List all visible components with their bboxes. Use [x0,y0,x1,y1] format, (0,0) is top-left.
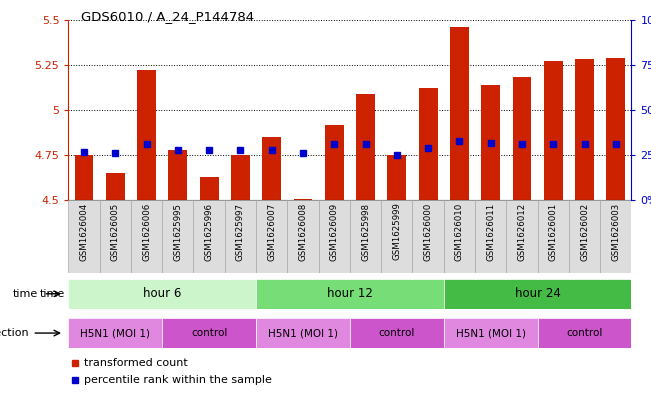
Bar [256,279,444,309]
Text: GSM1626008: GSM1626008 [299,203,307,261]
Bar [325,125,344,200]
Bar [512,77,531,200]
Text: GSM1625999: GSM1625999 [393,203,401,261]
Bar [538,318,631,348]
Bar [193,200,225,273]
Text: time: time [40,289,65,299]
Text: control: control [191,328,227,338]
Bar [68,279,256,309]
Bar [356,94,375,200]
Bar [231,155,250,200]
Text: GSM1626006: GSM1626006 [142,203,151,261]
Bar [162,318,256,348]
Bar [419,88,437,200]
Bar [607,58,625,200]
Bar [137,70,156,200]
Bar [75,155,93,200]
Bar [600,200,631,273]
Text: hour 6: hour 6 [143,287,182,300]
Bar [481,85,500,200]
Text: GSM1626001: GSM1626001 [549,203,558,261]
Bar [387,155,406,200]
Text: GSM1626010: GSM1626010 [455,203,464,261]
Text: GSM1626005: GSM1626005 [111,203,120,261]
Bar [575,59,594,200]
Bar [444,200,475,273]
Bar [169,150,187,200]
Text: GSM1626004: GSM1626004 [79,203,89,261]
Bar [350,318,444,348]
Text: hour 24: hour 24 [515,287,561,300]
Bar [444,318,538,348]
Bar [294,198,312,200]
Text: time: time [12,289,38,299]
Bar [381,200,413,273]
Bar [444,279,631,309]
Text: GSM1626000: GSM1626000 [424,203,433,261]
Text: hour 12: hour 12 [327,287,373,300]
Text: H5N1 (MOI 1): H5N1 (MOI 1) [456,328,526,338]
Text: GSM1625997: GSM1625997 [236,203,245,261]
Text: transformed count: transformed count [84,358,188,367]
Bar [538,200,569,273]
Text: GSM1625995: GSM1625995 [173,203,182,261]
Text: GSM1626011: GSM1626011 [486,203,495,261]
Bar [256,318,350,348]
Bar [318,200,350,273]
Bar [131,200,162,273]
Text: GSM1626009: GSM1626009 [330,203,339,261]
Bar [413,200,444,273]
Bar [256,200,287,273]
Text: control: control [379,328,415,338]
Text: H5N1 (MOI 1): H5N1 (MOI 1) [80,328,150,338]
Text: GSM1626012: GSM1626012 [518,203,527,261]
Text: control: control [566,328,603,338]
Text: infection: infection [0,328,29,338]
Bar [544,61,562,200]
Bar [106,173,125,200]
Text: GSM1626007: GSM1626007 [267,203,276,261]
Bar [350,200,381,273]
Text: GSM1625998: GSM1625998 [361,203,370,261]
Text: GSM1626002: GSM1626002 [580,203,589,261]
Bar [68,318,162,348]
Bar [287,200,318,273]
Bar [475,200,506,273]
Bar [68,200,100,273]
Bar [200,177,219,200]
Bar [100,200,131,273]
Text: H5N1 (MOI 1): H5N1 (MOI 1) [268,328,338,338]
Text: GSM1626003: GSM1626003 [611,203,620,261]
Bar [450,27,469,200]
Bar [569,200,600,273]
Text: GDS6010 / A_24_P144784: GDS6010 / A_24_P144784 [81,10,255,23]
Bar [162,200,193,273]
Bar [506,200,538,273]
Bar [262,137,281,200]
Text: percentile rank within the sample: percentile rank within the sample [84,375,272,385]
Bar [225,200,256,273]
Text: GSM1625996: GSM1625996 [204,203,214,261]
